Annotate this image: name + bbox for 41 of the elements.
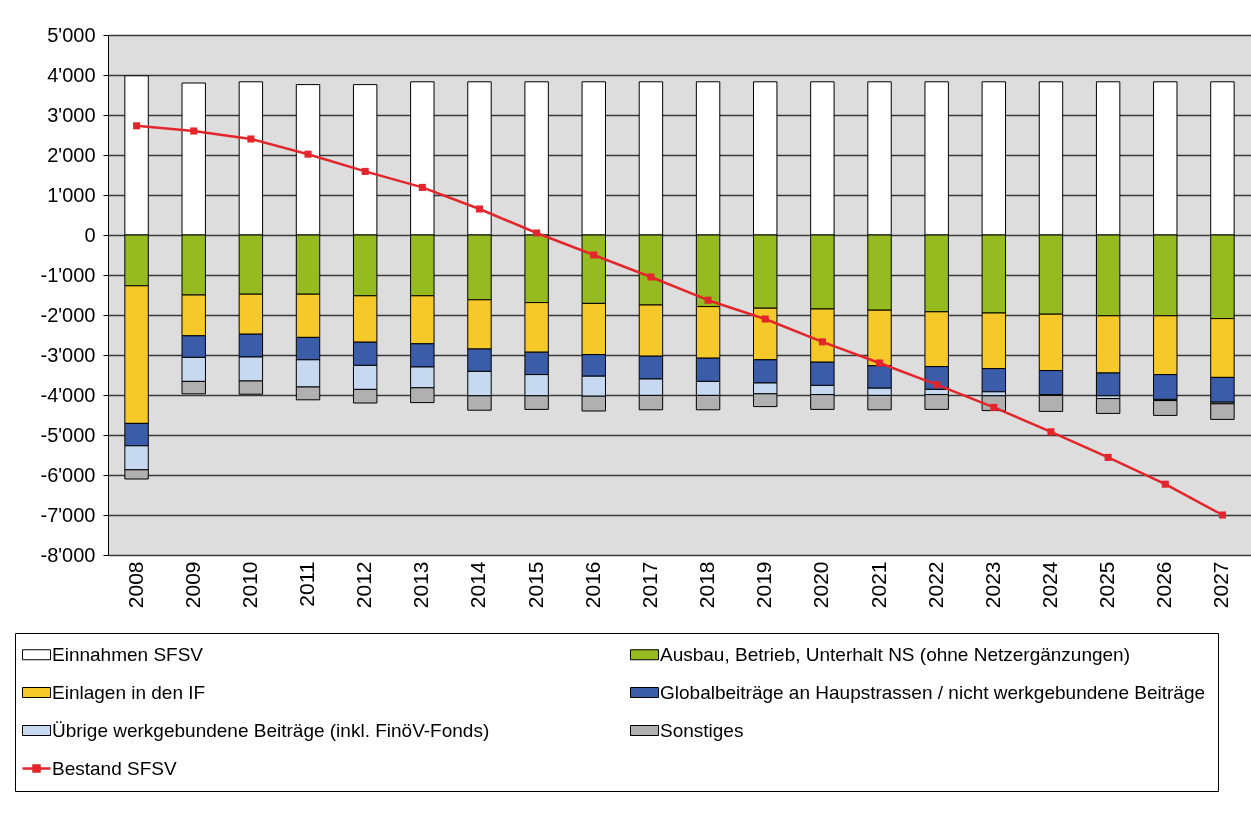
- y-tick-label: -8'000: [40, 543, 96, 566]
- legend-label: Einnahmen SFSV: [52, 643, 204, 665]
- x-tick-label: 2023: [980, 561, 1004, 609]
- x-tick-label: 2010: [237, 561, 261, 609]
- x-tick-label: 2013: [409, 561, 433, 609]
- y-tick-label: 3'000: [47, 103, 96, 126]
- x-tick-label: 2018: [695, 561, 719, 609]
- legend-label: Ausbau, Betrieb, Unterhalt NS (ohne Netzergänzungen): [660, 643, 1130, 665]
- x-tick-label: 2008: [123, 561, 147, 609]
- y-tick-label: -6'000: [40, 463, 96, 486]
- x-tick-label: 2020: [809, 561, 833, 609]
- legend-label: Sonstiges: [660, 719, 744, 741]
- x-tick-label: 2015: [523, 561, 547, 609]
- legend-label: Übrige werkgebundene Beiträge (inkl. FinöV-Fonds): [52, 719, 490, 741]
- y-tick-label: -3'000: [40, 343, 96, 366]
- y-tick-label: 0: [84, 223, 96, 246]
- x-tick-label: 2009: [180, 561, 204, 609]
- x-tick-label: 2014: [466, 561, 490, 609]
- y-tick-label: 4'000: [47, 63, 96, 86]
- y-tick-label: 5'000: [47, 23, 96, 46]
- legend-label: Globalbeiträge an Haupstrassen / nicht werkgebundene Beiträge: [660, 681, 1206, 703]
- y-tick-label: -5'000: [40, 423, 96, 446]
- y-tick-label: -4'000: [40, 383, 96, 406]
- x-tick-label: 2021: [866, 561, 890, 609]
- y-tick-label: 1'000: [47, 183, 96, 206]
- x-tick-label: 2027: [1209, 561, 1233, 609]
- x-tick-label: 2024: [1037, 561, 1061, 609]
- y-tick-label: -7'000: [40, 503, 96, 526]
- x-tick-label: 2011: [295, 561, 319, 607]
- y-tick-label: -2'000: [40, 303, 96, 326]
- x-tick-label: 2025: [1095, 561, 1119, 609]
- x-tick-label: 2016: [580, 561, 604, 609]
- x-tick-label: 2022: [923, 561, 947, 609]
- y-tick-label: 2'000: [47, 143, 96, 166]
- legend-label: Bestand SFSV: [52, 757, 177, 779]
- x-tick-label: 2019: [752, 561, 776, 609]
- x-tick-label: 2017: [637, 561, 661, 609]
- x-tick-label: 2026: [1152, 561, 1176, 609]
- legend-label: Einlagen in den IF: [52, 681, 206, 703]
- y-tick-label: -1'000: [40, 263, 96, 286]
- x-tick-label: 2012: [352, 561, 376, 609]
